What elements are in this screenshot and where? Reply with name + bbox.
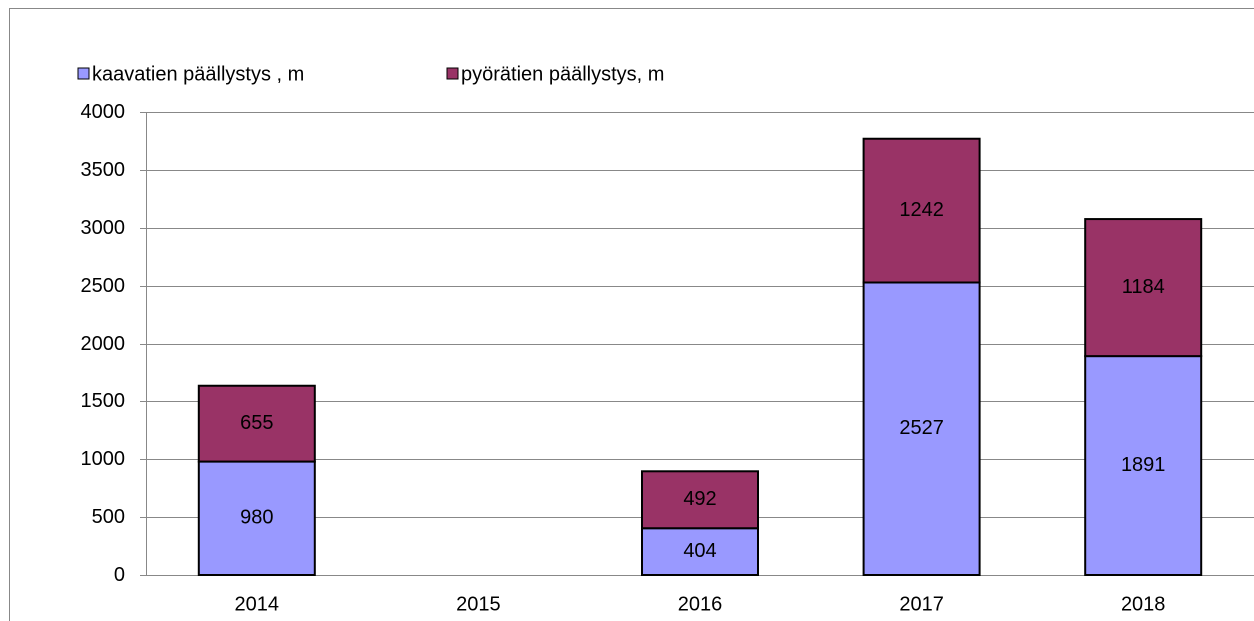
x-tick-label: 2018 (1121, 593, 1166, 615)
bar-segment (862, 281, 981, 576)
bar-segment (197, 384, 316, 463)
y-tick-label: 3000 (81, 217, 126, 239)
x-tick-label: 2014 (235, 593, 280, 615)
legend-label: kaavatien päällystys , m (92, 63, 304, 85)
data-label: 2527 (899, 417, 944, 439)
data-label: 404 (683, 540, 716, 562)
data-label: 492 (683, 488, 716, 510)
y-tick-label: 2000 (81, 333, 126, 355)
bar-segment (862, 137, 981, 284)
y-tick-label: 500 (92, 506, 125, 528)
bar-segment (1084, 355, 1203, 577)
bar-segment (197, 460, 316, 576)
data-label: 980 (240, 507, 273, 529)
x-tick-label: 2017 (899, 593, 944, 615)
bar-segment (641, 470, 759, 530)
legend-swatch (446, 67, 459, 80)
y-tick-label: 1000 (81, 448, 126, 470)
bar-segment (1084, 218, 1203, 358)
y-tick-label: 3500 (81, 159, 126, 181)
data-label: 1242 (899, 199, 944, 221)
data-label: 655 (240, 412, 273, 434)
legend-label: pyörätien päällystys, m (461, 63, 664, 85)
x-tick-label: 2016 (678, 593, 723, 615)
y-tick-label: 4000 (81, 101, 126, 123)
y-tick-label: 2500 (81, 275, 126, 297)
y-tick-label: 0 (114, 564, 125, 586)
y-tick-label: 1500 (81, 390, 126, 412)
legend-swatch (77, 67, 90, 80)
x-tick-label: 2015 (456, 593, 501, 615)
data-label: 1891 (1121, 454, 1166, 476)
data-label: 1184 (1122, 276, 1165, 298)
